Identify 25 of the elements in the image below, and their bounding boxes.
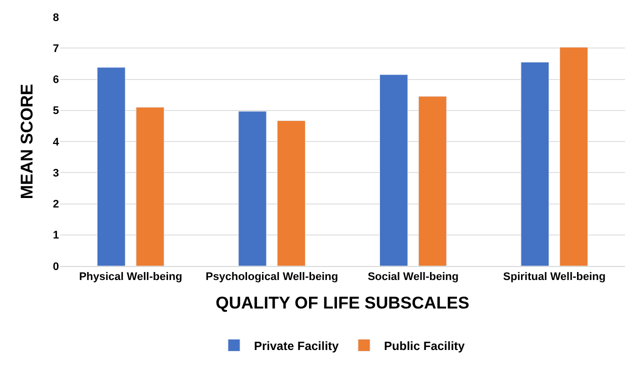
x-tick-label: Social Well-being (368, 271, 459, 284)
y-tick-label: 7 (52, 42, 59, 55)
legend-label: Private Facility (254, 338, 340, 353)
y-tick-label: 3 (52, 167, 59, 180)
x-tick-label: Physical Well-being (79, 271, 182, 284)
y-tick-label: 5 (52, 105, 59, 118)
bar (560, 46, 588, 266)
bar (136, 107, 164, 266)
bar (379, 74, 408, 266)
legend-label: Public Facility (384, 338, 466, 353)
y-tick-label: 6 (52, 74, 59, 86)
y-tick-label: 4 (52, 136, 60, 148)
y-tick-label: 2 (52, 198, 59, 211)
x-axis-title: QUALITY OF LIFE SUBSCALES (216, 294, 470, 313)
y-axis-title: MEAN SCORE (17, 84, 36, 200)
y-tick-label: 1 (52, 230, 59, 242)
bar (277, 120, 306, 266)
bar (96, 67, 126, 266)
y-tick-label: 8 (52, 12, 59, 24)
bar (418, 96, 447, 266)
y-tick-label: 0 (52, 260, 59, 273)
bar (238, 111, 267, 266)
x-tick-label: Psychological Well-being (206, 271, 338, 284)
bar (520, 62, 550, 266)
x-tick-label: Spiritual Well-being (503, 271, 606, 284)
